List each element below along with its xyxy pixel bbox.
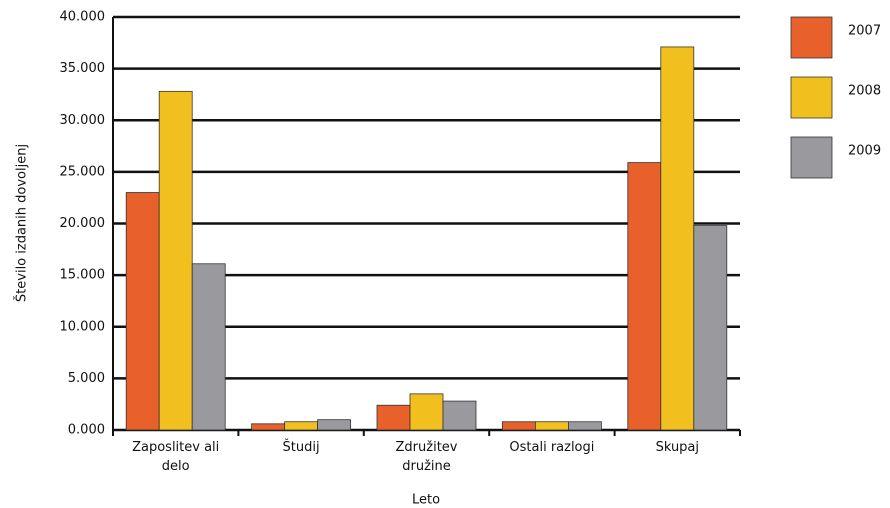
bar	[251, 423, 286, 431]
x-axis-label: Leto	[412, 493, 440, 508]
y-tick-label: 20.000	[60, 216, 106, 231]
y-tick-label: 0.000	[68, 423, 105, 438]
x-tick-label: Zaposlitev ali delo	[132, 440, 220, 474]
legend-swatch	[790, 16, 833, 59]
y-tick-label: 5.000	[68, 371, 105, 386]
bar	[660, 46, 695, 431]
legend-swatch	[790, 76, 833, 119]
legend-label: 2008	[848, 84, 881, 99]
legend-swatch	[790, 136, 833, 179]
y-tick-label: 35.000	[60, 61, 106, 76]
legend-label: 2009	[848, 144, 881, 159]
bar	[693, 225, 728, 431]
bar	[317, 419, 352, 431]
bar	[158, 90, 193, 431]
bar	[442, 400, 477, 431]
x-tick-label: Ostali razlogi	[509, 440, 595, 455]
bar	[191, 263, 226, 431]
bar	[409, 393, 444, 431]
y-tick-label: 30.000	[60, 113, 106, 128]
y-tick-label: 40.000	[60, 10, 106, 25]
bar	[125, 192, 160, 431]
bar	[501, 421, 536, 431]
y-tick-label: 10.000	[60, 319, 106, 334]
bar	[535, 421, 569, 431]
bar	[627, 162, 662, 431]
x-tick-label: Skupaj	[655, 440, 700, 455]
legend-label: 2007	[848, 24, 881, 39]
y-axis-label: Število izdanih dovoljenj	[14, 144, 30, 302]
x-tick-label: Združitev družine	[395, 440, 458, 474]
bar	[284, 421, 319, 431]
x-tick-label: Študij	[282, 440, 320, 455]
y-tick-label: 25.000	[60, 164, 106, 179]
bar	[568, 421, 602, 431]
y-tick-label: 15.000	[60, 268, 106, 283]
bar	[376, 404, 411, 431]
